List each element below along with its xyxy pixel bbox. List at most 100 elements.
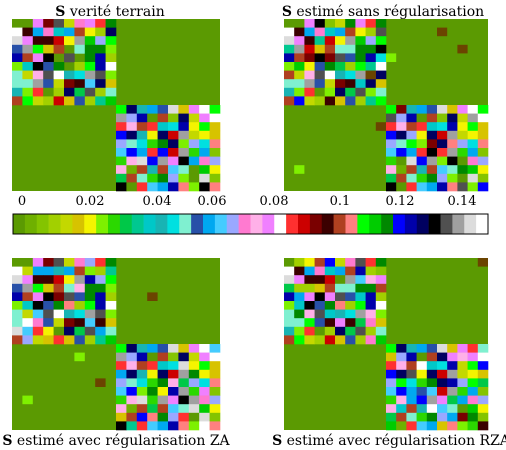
heatmap-cell <box>416 387 428 396</box>
heatmap-cell <box>284 79 295 89</box>
heatmap-cell <box>32 318 44 328</box>
colorbar-swatch <box>191 214 204 234</box>
heatmap-cell <box>355 70 366 80</box>
heatmap-cell <box>157 105 169 114</box>
heatmap-cell <box>396 352 407 362</box>
heatmap-cell <box>136 122 148 132</box>
heatmap-cell <box>457 156 468 166</box>
heatmap-cell <box>12 275 23 285</box>
heatmap-cell <box>12 96 23 106</box>
heatmap-cell <box>396 156 407 166</box>
heatmap-cell <box>136 378 148 388</box>
heatmap-cell <box>209 421 221 431</box>
heatmap-cell <box>74 266 86 276</box>
heatmap-cell <box>168 156 179 166</box>
heatmap-cell <box>314 266 326 276</box>
heatmap-cell <box>95 292 106 302</box>
heatmap-cell <box>467 165 479 175</box>
heatmap-cell <box>199 404 210 414</box>
heatmap-cell <box>178 369 190 379</box>
heatmap-cell-offblock <box>365 70 376 80</box>
heatmap-cell <box>178 421 190 431</box>
heatmap-cell <box>416 369 428 379</box>
heatmap-cell <box>284 275 295 285</box>
heatmap-cell <box>64 326 75 336</box>
heatmap-cell <box>324 62 336 71</box>
heatmap-cell <box>12 19 23 28</box>
heatmap-cell <box>168 165 179 175</box>
heatmap-cell <box>74 326 86 336</box>
heatmap-cell <box>426 130 438 140</box>
heatmap-cell <box>157 182 169 192</box>
heatmap-cell <box>457 404 468 414</box>
heatmap-cell <box>136 139 148 149</box>
heatmap-cell <box>324 326 336 336</box>
heatmap-cell <box>188 122 200 132</box>
heatmap-cell <box>406 113 417 123</box>
heatmap-cell <box>355 62 366 71</box>
heatmap-cell <box>284 283 295 293</box>
heatmap-cell <box>416 165 428 175</box>
heatmap-za <box>12 258 221 431</box>
heatmap-cell <box>365 87 377 97</box>
heatmap-cell <box>32 309 44 319</box>
heatmap-cell <box>84 87 96 97</box>
heatmap-cell <box>32 79 44 89</box>
heatmap-cell <box>95 326 106 336</box>
heatmap-cell <box>335 27 346 37</box>
heatmap-cell <box>386 182 397 192</box>
heatmap-cell <box>345 318 356 328</box>
heatmap-cell <box>324 266 336 276</box>
heatmap-cell <box>314 70 326 80</box>
colorbar-swatch <box>226 214 239 234</box>
heatmap-cell <box>126 139 138 149</box>
heatmap-cell <box>147 412 158 422</box>
colorbar <box>12 213 489 235</box>
heatmap-cell <box>284 326 295 336</box>
heatmap-cell <box>12 44 23 54</box>
heatmap-cell <box>157 148 169 157</box>
heatmap-cell <box>457 387 468 396</box>
heatmap-cell <box>95 53 106 63</box>
heatmap-cell <box>477 387 489 396</box>
heatmap-cell <box>147 352 158 362</box>
heatmap-cell <box>64 318 75 328</box>
heatmap-cell <box>168 105 179 114</box>
heatmap-cell <box>168 148 179 157</box>
heatmap-cell <box>375 87 387 97</box>
heatmap-cell <box>43 70 54 80</box>
heatmap-cell <box>294 335 305 345</box>
colorbar-swatch <box>179 214 192 234</box>
heatmap-cell <box>406 139 417 149</box>
heatmap-cell <box>375 62 387 71</box>
heatmap-cell <box>136 148 148 157</box>
heatmap-cell <box>74 318 86 328</box>
heatmap-cell <box>314 79 326 89</box>
heatmap-cell <box>32 62 44 71</box>
heatmap-cell <box>437 113 448 123</box>
heatmap-cell <box>209 378 221 388</box>
heatmap-cell <box>116 122 127 132</box>
heatmap-cell <box>304 292 315 302</box>
heatmap-cell <box>209 148 221 157</box>
heatmap-cell <box>188 113 200 123</box>
heatmap-cell <box>168 404 179 414</box>
heatmap-cell <box>147 113 158 123</box>
heatmap-cell <box>437 369 448 379</box>
heatmap-cell <box>375 292 387 302</box>
colorbar-swatch <box>60 214 73 234</box>
heatmap-cell <box>178 361 190 371</box>
heatmap-cell <box>126 378 138 388</box>
heatmap-cell <box>426 404 438 414</box>
heatmap-cell <box>457 344 468 353</box>
heatmap-cell <box>335 96 346 106</box>
heatmap-cell <box>284 318 295 328</box>
heatmap-cell <box>467 387 479 396</box>
heatmap-cell <box>188 412 200 422</box>
heatmap-cell <box>345 79 356 89</box>
heatmap-cell <box>304 19 315 28</box>
heatmap-cell <box>406 173 417 183</box>
heatmap-cell <box>209 387 221 396</box>
heatmap-cell <box>126 421 138 431</box>
heatmap-cell-offblock <box>147 292 158 301</box>
